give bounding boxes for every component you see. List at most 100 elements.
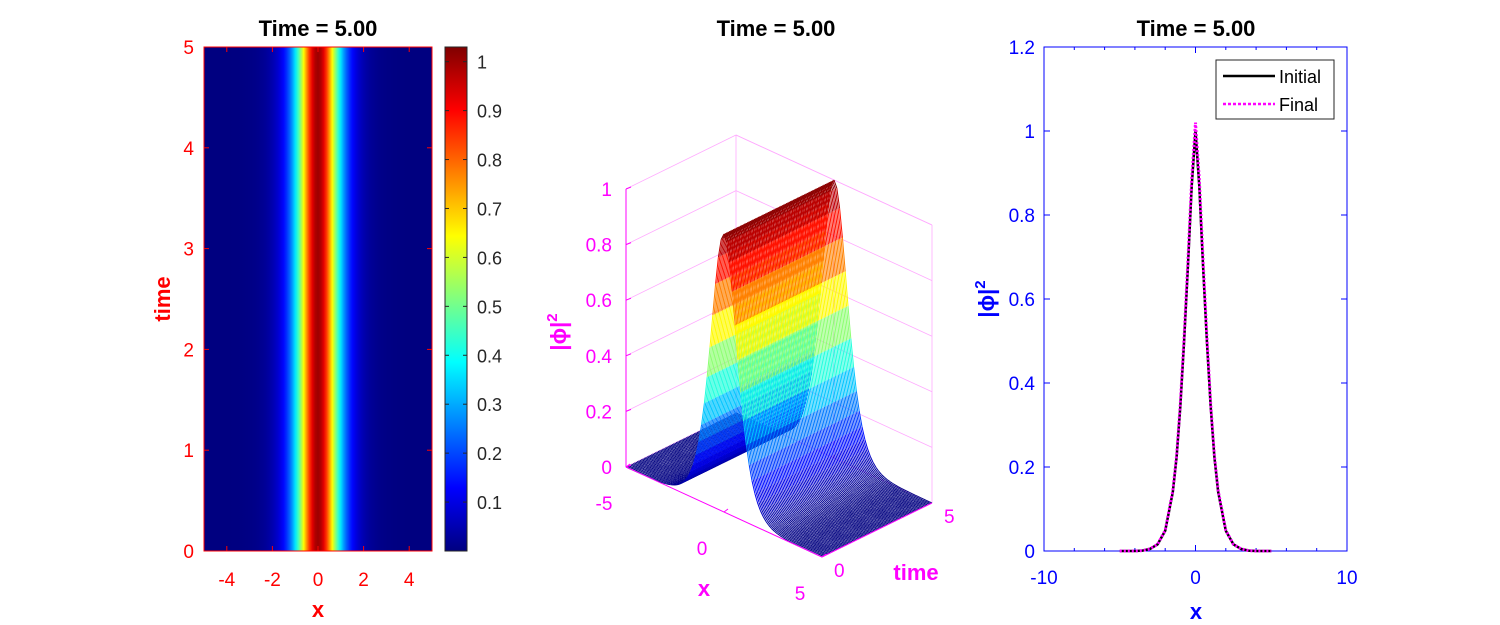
waterfall-segment [821,429,825,446]
waterfall-segment [735,406,740,424]
waterfall-segment [738,224,743,231]
waterfall-segment [705,466,709,471]
waterfall-segment [817,509,821,513]
waterfall-segment [703,463,708,470]
waterfall-segment [829,516,834,520]
waterfall-segment [744,223,749,232]
waterfall-segment [853,524,857,528]
waterfall-segment [840,238,845,273]
waterfall-segment [766,243,771,274]
waterfall-segment [787,424,792,445]
waterfall-segment [867,501,871,504]
waterfall-segment [843,482,848,488]
waterfall-segment [723,439,728,451]
waterfall-segment [758,383,763,413]
waterfall-segment [843,397,848,418]
waterfall-segment [883,518,887,521]
waterfall-segment [828,315,832,349]
waterfall-segment [784,478,789,489]
waterfall-segment [802,193,807,200]
waterfall-segment [882,484,887,488]
waterfall-segment [737,447,741,453]
waterfall-segment [874,503,878,506]
waterfall-segment [833,312,838,346]
heatmap-image [204,47,432,551]
waterfall-segment [877,490,881,494]
waterfall-segment [821,537,825,541]
waterfall-segment [794,506,799,512]
waterfall-segment [864,527,869,530]
waterfall-segment [721,392,726,415]
waterfall-segment [793,332,797,366]
waterfall-segment [784,336,789,370]
waterfall-segment [889,509,894,512]
waterfall-segment [827,511,831,515]
waterfall-segment [821,471,825,480]
waterfall-segment [824,497,828,502]
waterfall-segment [878,517,883,521]
heatmap-ytick-label: 4 [183,139,194,160]
waterfall-segment [868,484,873,488]
waterfall-segment [882,481,887,485]
waterfall-segment [880,514,884,517]
waterfall-segment [802,527,806,531]
waterfall-segment [821,460,825,471]
waterfall-segment [875,488,880,491]
waterfall-segment [899,502,903,505]
waterfall-segment [801,374,806,392]
waterfall-segment [751,229,756,251]
waterfall-segment [851,445,856,456]
waterfall-segment [684,443,688,446]
waterfall-segment [881,491,885,495]
waterfall-segment [659,460,663,463]
waterfall-segment [689,435,694,438]
waterfall-segment [826,316,831,349]
waterfall-segment [875,505,880,508]
waterfall-segment [888,515,892,518]
waterfall-segment [786,504,791,511]
waterfall-segment [714,452,719,460]
waterfall-segment [814,386,818,411]
waterfall-segment [874,485,878,489]
waterfall-segment [898,494,902,498]
waterfall-segment [809,532,813,536]
waterfall-segment [694,440,698,444]
waterfall-segment [674,466,678,469]
waterfall-segment [772,453,777,470]
waterfall-segment [790,334,795,367]
waterfall-segment [815,187,820,194]
waterfall-segment [768,308,772,344]
waterfall-segment [816,186,821,193]
waterfall-segment [793,209,797,230]
waterfall-segment [818,519,823,522]
waterfall-segment [770,453,775,470]
waterfall-segment [802,524,806,527]
waterfall-segment [748,415,753,430]
waterfall-segment [841,419,846,436]
waterfall-segment [834,523,838,526]
waterfall-segment [793,507,798,513]
waterfall-segment [691,434,695,437]
waterfall-segment [756,215,761,222]
waterfall-segment [811,492,816,498]
waterfall-segment [891,489,895,493]
waterfall-segment [784,382,789,400]
waterfall-segment [839,478,844,485]
waterfall-segment [869,514,873,517]
waterfall-segment [667,469,671,472]
waterfall-segment [844,341,849,370]
waterfall-segment [684,448,688,451]
waterfall-segment [667,456,671,459]
waterfall-segment [809,200,814,222]
waterfall-segment [760,409,765,424]
waterfall-segment [717,456,722,463]
waterfall-segment [836,421,841,438]
waterfall-segment [843,476,848,483]
waterfall-segment [862,526,866,529]
waterfall-segment [856,506,860,510]
waterfall-segment [837,239,842,274]
waterfall-segment [835,528,839,531]
waterfall-segment [772,209,777,219]
waterfall-segment [867,495,871,498]
waterfall-segment [803,507,807,512]
